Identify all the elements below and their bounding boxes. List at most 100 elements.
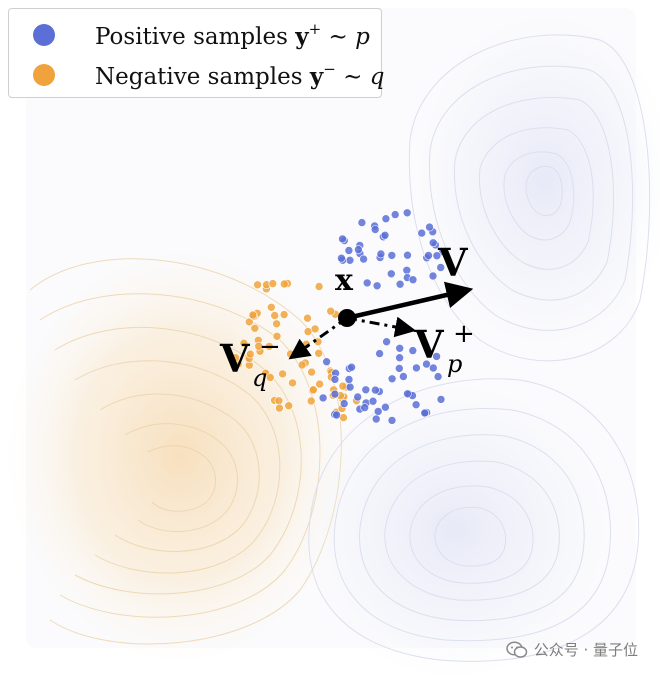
positive-sample-point	[380, 231, 390, 240]
positive-sample-point	[357, 218, 367, 227]
vector-v-pos-sub: p	[447, 350, 462, 378]
negative-density-contours	[5, 245, 355, 665]
positive-sample-point	[386, 269, 396, 279]
positive-sample-point	[337, 253, 346, 263]
positive-sample-point	[372, 281, 382, 291]
positive-sample-point	[428, 238, 438, 248]
positive-sample-point	[432, 251, 442, 260]
positive-samples	[318, 208, 448, 425]
positive-sample-point	[424, 251, 433, 260]
negative-sample-point	[279, 310, 289, 319]
negative-sample-point	[310, 324, 320, 334]
positive-sample-point	[354, 245, 363, 254]
positive-sample-point	[370, 225, 380, 234]
positive-sample-point	[394, 364, 404, 373]
positive-sample-point	[387, 251, 397, 260]
anchor-point	[338, 309, 356, 327]
negative-sample-point	[245, 317, 254, 327]
positive-sample-point	[344, 375, 354, 384]
negative-sample-point	[303, 313, 312, 323]
positive-sample-point	[387, 374, 397, 384]
vector-v-neg-sup: −	[259, 332, 281, 362]
positive-sample-point	[322, 357, 331, 367]
negative-sample-point	[297, 360, 307, 370]
vector-v-pos-sup: +	[453, 319, 475, 349]
negative-sample-point	[272, 331, 282, 341]
negative-sample-point	[275, 403, 284, 413]
anchor-label: x	[335, 263, 354, 298]
positive-sample-point	[425, 222, 434, 232]
positive-sample-point	[381, 402, 390, 412]
positive-sample-point	[360, 403, 370, 412]
positive-sample-point	[338, 234, 347, 244]
positive-sample-point	[399, 372, 408, 381]
positive-sample-point	[345, 382, 355, 392]
negative-sample-point	[309, 385, 318, 395]
positive-sample-point	[408, 346, 418, 355]
negative-sample-point	[306, 396, 316, 406]
positive-sample-point	[339, 399, 349, 408]
positive-sample-point	[422, 359, 431, 369]
negative-sample-point	[278, 369, 287, 379]
vector-v-neg-sub: q	[252, 364, 267, 392]
positive-sample-point	[428, 271, 438, 281]
positive-sample-point	[373, 407, 383, 416]
positive-sample-point	[347, 362, 356, 372]
watermark-text: 公众号 · 量子位	[533, 641, 638, 659]
positive-sample-point	[362, 278, 372, 288]
negative-sample-point	[231, 353, 240, 363]
positive-marker-icon	[33, 24, 55, 46]
positive-sample-point	[371, 414, 381, 424]
positive-sample-point	[412, 363, 421, 373]
negative-sample-point	[314, 348, 324, 358]
positive-sample-point	[402, 208, 412, 218]
legend: Positive samples y+ ∼ p Negative samples…	[8, 8, 385, 98]
positive-sample-point	[375, 349, 384, 358]
negative-sample-point	[326, 306, 336, 316]
positive-sample-point	[403, 389, 412, 399]
negative-sample-point	[303, 327, 313, 336]
positive-sample-point	[417, 228, 427, 238]
positive-sample-point	[428, 363, 438, 373]
positive-sample-point	[371, 385, 380, 395]
positive-sample-point	[361, 385, 371, 395]
positive-sample-point	[436, 395, 446, 404]
negative-sample-point	[274, 396, 284, 406]
positive-sample-point	[411, 400, 421, 410]
positive-sample-point	[359, 254, 368, 264]
negative-sample-point	[253, 280, 262, 290]
positive-sample-point	[353, 392, 363, 402]
negative-sample-point	[279, 279, 289, 289]
positive-sample-point	[332, 410, 341, 420]
negative-sample-point	[248, 310, 258, 320]
negative-sample-point	[338, 381, 348, 391]
negative-sample-point	[264, 342, 274, 351]
negative-sample-point	[250, 323, 260, 333]
wechat-icon	[505, 640, 527, 658]
positive-sample-point	[420, 408, 430, 418]
negative-sample-point	[246, 349, 255, 359]
negative-sample-point	[286, 349, 295, 359]
positive-sample-point	[395, 353, 404, 363]
positive-sample-point	[438, 247, 448, 257]
positive-sample-point	[402, 265, 412, 275]
positive-sample-point	[381, 214, 391, 223]
positive-sample-point	[432, 352, 441, 361]
negative-sample-point	[270, 311, 280, 320]
watermark: 公众号 · 量子位	[505, 639, 638, 660]
negative-marker-icon	[33, 64, 55, 86]
legend-positive-text: Positive samples y+ ∼ p	[95, 20, 370, 50]
vector-v-neg-label: V	[219, 336, 251, 381]
legend-negative-text: Negative samples y− ∼ q	[95, 60, 385, 90]
negative-sample-point	[272, 319, 281, 329]
positive-sample-point	[403, 250, 412, 260]
positive-sample-point	[408, 275, 418, 285]
positive-sample-point	[330, 389, 340, 399]
negative-sample-point	[239, 338, 249, 348]
positive-sample-point	[382, 337, 391, 347]
negative-sample-point	[314, 282, 324, 291]
positive-density-contours-bottom	[300, 378, 640, 680]
negative-sample-point	[288, 378, 297, 388]
negative-sample-point	[284, 401, 294, 411]
